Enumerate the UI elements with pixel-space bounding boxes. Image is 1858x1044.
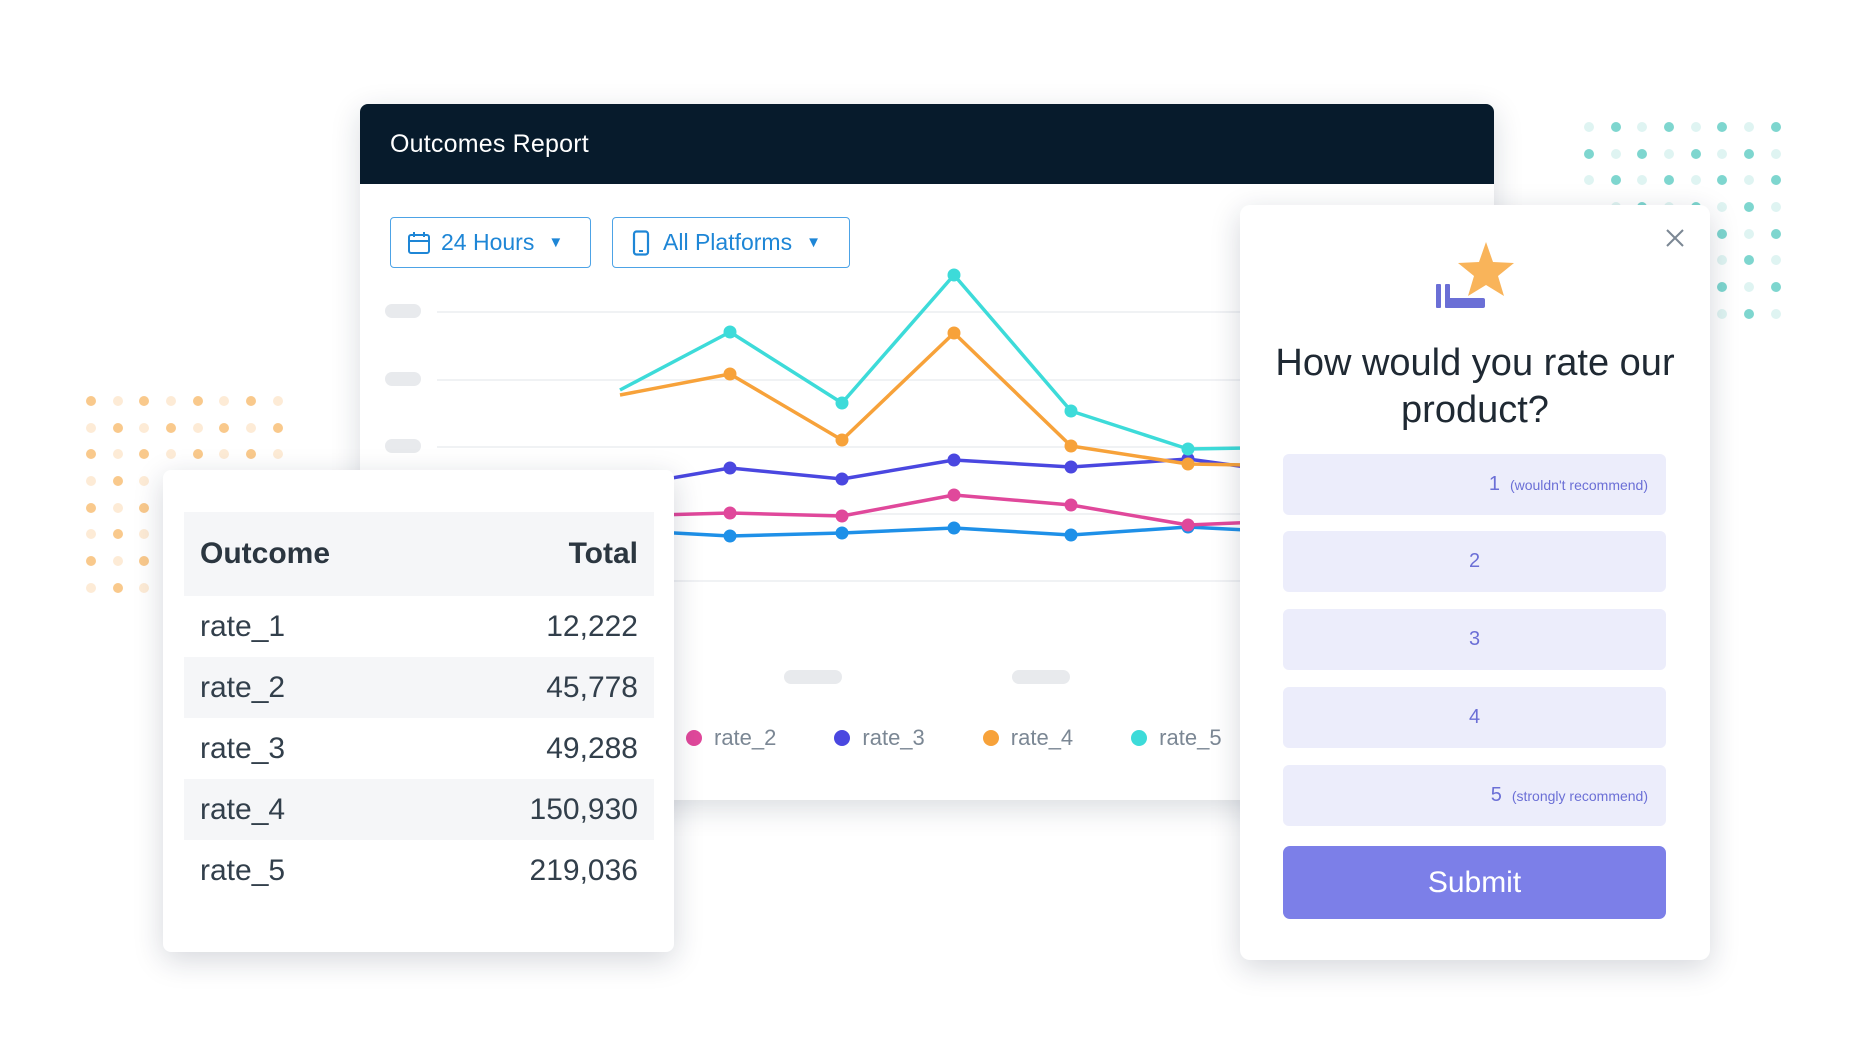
legend-swatch [1131,730,1148,746]
tick-label-placeholder [385,439,421,453]
data-point-rate_2 [947,488,961,502]
data-point-rate_5 [947,268,961,282]
data-point-rate_1 [947,521,961,535]
table-row: rate_5 219,036 [184,840,654,901]
data-point-rate_4 [1064,439,1078,453]
column-header-total: Total [568,537,638,570]
total-cell: 150,930 [529,792,638,826]
legend-swatch [834,730,851,746]
outcome-cell: rate_5 [200,853,286,887]
data-point-rate_3 [1064,460,1078,474]
legend-item: rate_5 [1131,725,1222,751]
table-row: rate_3 49,288 [184,718,654,779]
series-line-rate_1 [619,525,1306,538]
outcome-cell: rate_2 [200,670,286,704]
rating-option-3[interactable]: 3 [1283,609,1666,670]
chevron-down-icon: ▼ [548,234,564,251]
close-icon[interactable] [1660,223,1690,253]
outcome-cell: rate_1 [200,609,286,643]
star-rating-logo-icon [1436,242,1514,308]
rating-option-2[interactable]: 2 [1283,531,1666,592]
data-point-rate_5 [1181,442,1195,456]
legend-swatch [686,730,702,746]
rating-option-4[interactable]: 4 [1283,687,1666,748]
total-cell: 49,288 [546,731,638,765]
legend-item: rate_2 [686,725,776,751]
data-point-rate_4 [835,433,849,447]
series-line-rate_5 [619,273,1306,451]
data-point-rate_2 [835,509,849,523]
outcome-cell: rate_4 [200,792,286,826]
chevron-down-icon: ▼ [806,234,821,251]
rating-note: (strongly recommend) [1511,787,1648,804]
data-point-rate_4 [723,367,737,381]
column-header-outcome: Outcome [200,537,331,570]
chart-legend: rate_2 rate_3 rate_4 rate_5 [686,725,1222,751]
data-point-rate_1 [835,526,849,540]
series-line-rate_4 [619,331,1306,468]
report-header: Outcomes Report [360,104,1494,184]
data-point-rate_1 [1064,528,1078,542]
submit-button[interactable]: Submit [1283,846,1666,919]
data-point-rate_3 [947,453,961,467]
data-point-rate_3 [723,461,737,475]
mobile-icon [629,229,653,256]
tick-label-placeholder [385,304,421,318]
rating-value: 5 [1490,784,1502,806]
total-cell: 12,222 [546,609,638,643]
data-point-rate_5 [835,396,849,410]
legend-item: rate_3 [834,725,925,751]
data-point-rate_4 [947,326,961,340]
total-cell: 45,778 [546,670,638,704]
table-row: rate_4 150,930 [184,779,654,840]
series-line-rate_2 [619,493,1306,527]
tick-label-placeholder [784,670,842,684]
tick-label-placeholder [385,372,421,386]
rating-value: 2 [1468,550,1481,572]
data-point-rate_5 [723,325,737,339]
rating-value: 4 [1468,706,1481,728]
platform-label: All Platforms [663,229,793,255]
data-point-rate_4 [1181,457,1195,471]
rating-option-1[interactable]: 1 (wouldn't recommend) [1283,454,1666,515]
tick-label-placeholder [1012,670,1070,684]
total-cell: 219,036 [529,853,638,887]
data-point-rate_2 [723,506,737,520]
report-title: Outcomes Report [390,129,589,158]
legend-label: rate_2 [714,725,777,750]
outcome-table-card: Outcome Total rate_1 12,222 rate_2 45,77… [163,470,674,952]
table-header-row: Outcome Total [184,512,654,596]
outcome-table: Outcome Total rate_1 12,222 rate_2 45,77… [184,512,654,901]
rating-value: 3 [1468,628,1481,650]
legend-label: rate_4 [1010,725,1074,750]
data-point-rate_1 [723,529,737,543]
data-point-rate_2 [1181,518,1195,532]
table-row: rate_1 12,222 [184,596,654,657]
rating-option-5[interactable]: 5 (strongly recommend) [1283,765,1666,826]
time-range-dropdown[interactable]: 24 Hours ▼ [390,217,591,268]
platform-dropdown[interactable]: All Platforms ▼ [612,217,850,268]
calendar-icon [407,230,431,256]
legend-label: rate_3 [862,725,925,750]
legend-item: rate_4 [982,725,1074,751]
survey-question: How would you rate our product? [1275,342,1675,431]
time-range-label: 24 Hours [441,229,535,255]
data-point-rate_2 [1064,498,1078,512]
data-point-rate_3 [835,472,849,486]
rating-value: 1 [1488,473,1500,495]
rating-note: (wouldn't recommend) [1509,476,1648,493]
rating-survey-card: How would you rate our product? 1 (would… [1240,205,1710,960]
legend-swatch [982,730,999,746]
legend-label: rate_5 [1159,725,1222,750]
table-row: rate_2 45,778 [184,657,654,718]
data-point-rate_5 [1064,404,1078,418]
outcome-cell: rate_3 [200,731,286,765]
